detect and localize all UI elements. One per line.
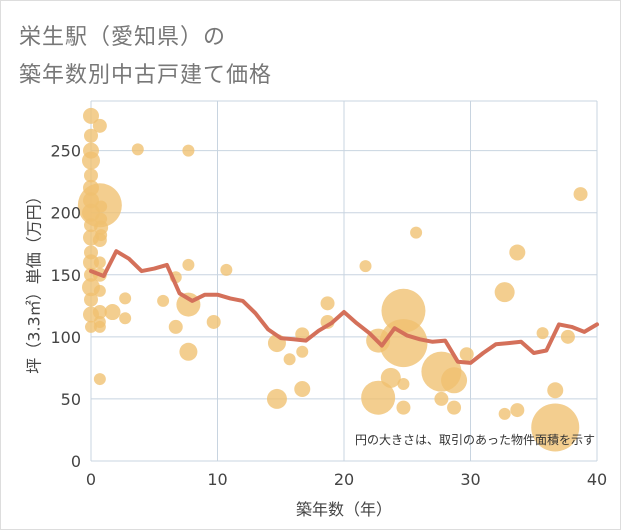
data-bubble xyxy=(531,403,580,452)
data-bubble xyxy=(84,292,98,307)
data-bubble xyxy=(93,256,106,269)
data-bubble xyxy=(83,107,99,124)
data-bubble xyxy=(560,329,575,344)
data-bubble xyxy=(547,382,564,399)
y-tick-label: 50 xyxy=(61,390,81,409)
data-bubble xyxy=(93,373,106,386)
data-bubble xyxy=(220,263,233,276)
data-bubble xyxy=(206,314,221,329)
data-bubble xyxy=(92,233,107,248)
data-bubble xyxy=(320,296,335,311)
data-bubble xyxy=(447,400,462,415)
y-tick-labels: 0 50 100 150 200 250 xyxy=(50,142,81,471)
data-bubble xyxy=(104,304,121,321)
data-bubble xyxy=(361,380,396,415)
data-bubble xyxy=(93,284,106,297)
chart-title-line-1: 栄生駅（愛知県）の xyxy=(19,25,227,50)
data-bubble xyxy=(434,391,449,406)
bubble-layer xyxy=(77,107,588,452)
data-bubble xyxy=(85,320,97,333)
data-bubble xyxy=(92,118,107,133)
grid-lines xyxy=(90,100,598,462)
data-bubble xyxy=(536,327,549,340)
data-bubble xyxy=(459,347,474,362)
y-tick-label: 100 xyxy=(50,328,81,347)
data-bubble xyxy=(498,407,511,420)
data-bubble xyxy=(84,128,98,143)
data-bubble xyxy=(510,403,525,418)
data-bubble xyxy=(131,143,144,156)
y-tick-label: 0 xyxy=(71,452,81,471)
data-bubble xyxy=(179,342,198,361)
data-bubble xyxy=(82,151,100,170)
chart-title-line-2: 築年数別中古戸建て価格 xyxy=(19,63,273,88)
data-bubble xyxy=(182,258,195,271)
data-bubble xyxy=(396,400,411,415)
data-bubble xyxy=(397,378,410,391)
data-bubble xyxy=(119,292,132,305)
data-bubble xyxy=(494,282,515,303)
x-axis-label: 築年数（年） xyxy=(296,500,392,519)
x-tick-label: 30 xyxy=(460,470,480,489)
y-tick-label: 200 xyxy=(50,204,81,223)
data-bubble xyxy=(573,187,588,202)
data-bubble xyxy=(380,367,401,388)
x-tick-label: 10 xyxy=(207,470,227,489)
data-bubble xyxy=(294,381,311,397)
data-bubble xyxy=(93,320,106,333)
data-bubble xyxy=(509,244,526,261)
data-bubble xyxy=(296,345,309,358)
data-bubble xyxy=(379,319,428,368)
y-axis-label: 坪（3.3㎡）単価（万円） xyxy=(25,188,44,373)
bubble-size-note: 円の大きさは、取引のあった物件面積を示す xyxy=(355,432,595,447)
data-bubble xyxy=(176,292,201,317)
data-bubble xyxy=(441,367,468,394)
data-bubble xyxy=(95,200,108,213)
data-bubble xyxy=(83,254,99,271)
trend-line-layer xyxy=(89,249,599,365)
x-tick-label: 40 xyxy=(587,470,607,489)
x-tick-label: 0 xyxy=(86,470,96,489)
y-tick-label: 150 xyxy=(50,266,81,285)
x-tick-labels: 0 10 20 30 40 xyxy=(86,470,607,489)
data-bubble xyxy=(359,260,372,273)
data-bubble xyxy=(119,312,132,325)
data-bubble xyxy=(84,168,98,183)
data-bubble xyxy=(92,305,107,320)
data-bubble xyxy=(283,353,296,366)
data-bubble xyxy=(410,226,423,239)
data-bubble xyxy=(168,319,183,334)
y-tick-label: 250 xyxy=(50,142,81,161)
data-bubble xyxy=(266,388,287,409)
x-tick-label: 20 xyxy=(334,470,354,489)
data-bubble xyxy=(182,144,195,157)
average-price-line xyxy=(89,249,599,365)
data-bubble xyxy=(157,294,170,307)
